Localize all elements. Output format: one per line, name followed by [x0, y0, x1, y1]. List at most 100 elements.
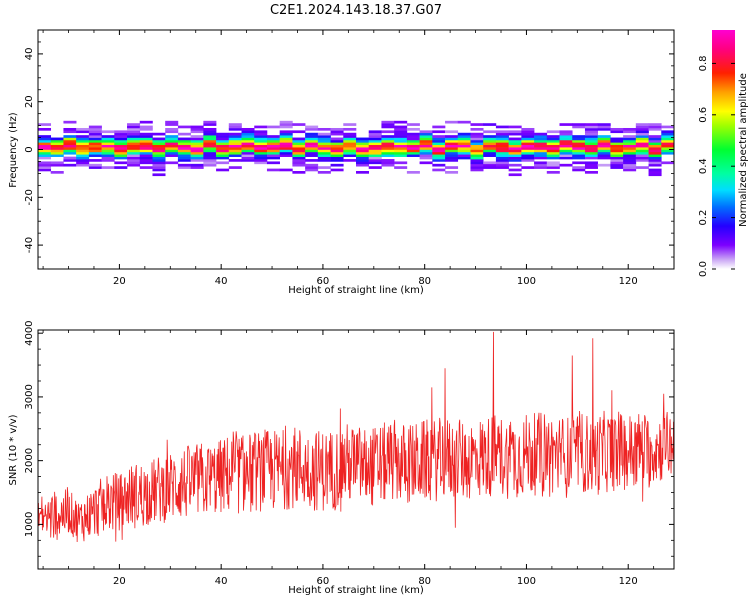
heatmap-cell [597, 123, 611, 126]
heatmap-cell [63, 159, 77, 162]
heatmap-cell [610, 144, 624, 148]
heatmap-cell [114, 166, 128, 169]
heatmap-cell [457, 147, 471, 150]
heatmap-cell [177, 166, 191, 169]
heatmap-cell [406, 149, 420, 153]
heatmap-cell [88, 135, 102, 138]
heatmap-cell [127, 139, 141, 143]
heatmap-cell [88, 159, 102, 162]
heatmap-cell [254, 149, 268, 153]
heatmap-cell [572, 125, 586, 129]
heatmap-cell [483, 135, 497, 138]
heatmap-cell [635, 156, 649, 160]
heatmap-cell [305, 132, 319, 136]
snr-ticks: 20 40 60 80 100 120 1000 2000 3000 4000 [24, 320, 674, 587]
heatmap-cell [368, 144, 382, 148]
colorbar-label: Normalized spectral amplitude [738, 73, 749, 227]
heatmap-cell [228, 154, 242, 157]
heatmap-cell [368, 147, 382, 150]
heatmap-cell [356, 144, 370, 148]
heatmap-cell [495, 151, 509, 155]
heatmap-cell [305, 147, 319, 150]
snr-series-line [38, 331, 674, 542]
heatmap-cell [648, 125, 662, 129]
heatmap-cell [266, 154, 280, 157]
heatmap-cell [623, 144, 637, 148]
heatmap-cell [114, 144, 128, 148]
heatmap-cell [394, 120, 408, 124]
heatmap-cell [38, 123, 52, 126]
heatmap-cell [88, 132, 102, 136]
heatmap-cell [216, 144, 230, 148]
heatmap-cell [228, 149, 242, 153]
heatmap-cell [330, 149, 344, 153]
heatmap-cell [368, 154, 382, 157]
heatmap-cell [584, 163, 598, 167]
heatmap-cell [432, 142, 446, 146]
heatmap-cell [88, 125, 102, 129]
heatmap-cell [241, 154, 255, 157]
colorbar-strip [712, 30, 735, 269]
spectrogram-x-tick-label: 80 [418, 276, 431, 287]
heatmap-cell [483, 144, 497, 148]
heatmap-cell [483, 123, 497, 126]
heatmap-cell [470, 149, 484, 153]
heatmap-cell [76, 154, 90, 157]
heatmap-cell [63, 156, 77, 160]
heatmap-cell [661, 149, 674, 153]
heatmap-cell [368, 159, 382, 162]
heatmap-cell [432, 151, 446, 155]
heatmap-cell [635, 159, 649, 162]
heatmap-cell [546, 130, 560, 134]
heatmap-cell [139, 137, 153, 141]
heatmap-cell [177, 149, 191, 153]
heatmap-cell [305, 144, 319, 148]
heatmap-cell [305, 163, 319, 167]
heatmap-cell [597, 151, 611, 155]
heatmap-cell [292, 130, 306, 134]
heatmap-cell [177, 142, 191, 146]
heatmap-cell [661, 137, 674, 141]
heatmap-cell [216, 154, 230, 157]
heatmap-cell [648, 144, 662, 148]
heatmap-cell [279, 125, 293, 129]
heatmap-cell [139, 144, 153, 148]
heatmap-cell [203, 161, 217, 165]
colorbar-tick-label: 0.4 [698, 158, 709, 174]
heatmap-cell [445, 139, 459, 143]
heatmap-cell [177, 159, 191, 162]
heatmap-cell [623, 151, 637, 155]
heatmap-cell [445, 130, 459, 134]
heatmap-cell [495, 163, 509, 167]
heatmap-cell [457, 151, 471, 155]
heatmap-cell [381, 147, 395, 150]
heatmap-cell [572, 144, 586, 148]
heatmap-cell [266, 144, 280, 148]
heatmap-cell [368, 135, 382, 138]
heatmap-cell [38, 144, 52, 148]
heatmap-cell [661, 125, 674, 129]
heatmap-cell [305, 125, 319, 129]
heatmap-cell [394, 166, 408, 169]
heatmap-cell [317, 147, 331, 150]
heatmap-cell [63, 163, 77, 167]
heatmap-cell [127, 163, 141, 167]
heatmap-cell [584, 156, 598, 160]
heatmap-cell [165, 154, 179, 157]
heatmap-cell [330, 144, 344, 148]
spectrogram-x-tick-label: 40 [215, 276, 228, 287]
heatmap-cell [343, 137, 357, 141]
heatmap-cell [203, 132, 217, 136]
heatmap-cell [597, 142, 611, 146]
heatmap-cell [343, 142, 357, 146]
heatmap-cell [508, 173, 522, 177]
heatmap-cell [305, 127, 319, 131]
heatmap-cell [63, 135, 77, 138]
heatmap-cell [279, 144, 293, 148]
heatmap-cell [432, 154, 446, 157]
snr-y-tick-label: 3000 [24, 384, 35, 409]
heatmap-cell [317, 132, 331, 136]
heatmap-cell [152, 151, 166, 155]
heatmap-cell [241, 156, 255, 160]
heatmap-cell [559, 156, 573, 160]
